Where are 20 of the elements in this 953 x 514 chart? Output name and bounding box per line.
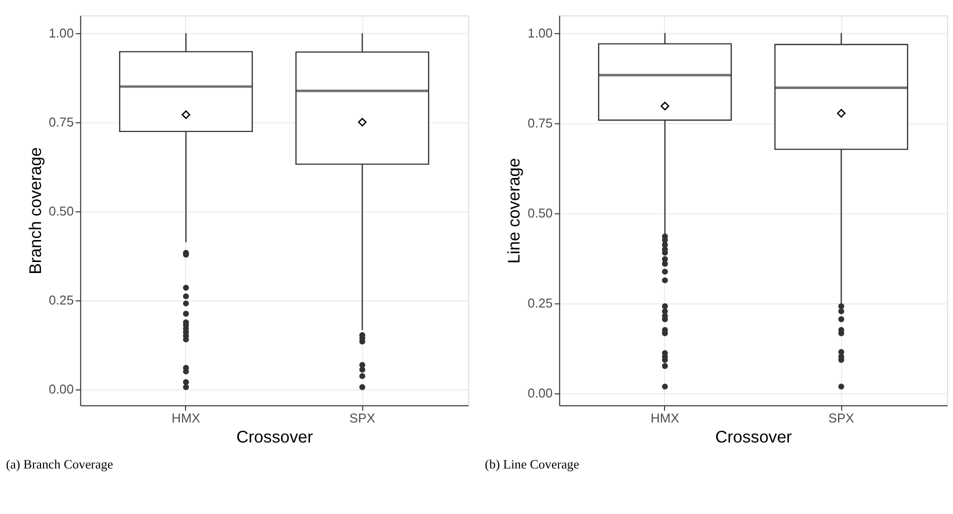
y-axis-title: Branch coverage (26, 147, 45, 274)
x-tick-label: HMX (650, 410, 680, 426)
y-tick-label: 0.50 (528, 205, 553, 220)
x-tick-label: SPX (349, 410, 376, 426)
y-tick-label: 0.50 (48, 204, 74, 219)
y-tick-label: 0.75 (528, 115, 553, 130)
y-tick-label: 1.00 (48, 26, 74, 41)
y-axis-title: Line coverage (504, 158, 524, 264)
text: (b) Line Coverage (484, 458, 580, 472)
x-tick-label: HMX (172, 410, 201, 426)
y-tick-label: 0.25 (528, 295, 553, 310)
x-axis-title: Crossover (236, 427, 314, 446)
x-axis-title: Crossover (715, 427, 792, 446)
x-tick-label: SPX (828, 410, 855, 426)
text: (a) Branch Coverage (6, 458, 114, 472)
y-tick-label: 0.25 (48, 292, 74, 308)
y-tick-label: 0.75 (48, 114, 74, 130)
y-tick-label: 1.00 (528, 25, 553, 40)
y-tick-label: 0.00 (48, 382, 74, 397)
y-tick-label: 0.00 (528, 385, 553, 400)
